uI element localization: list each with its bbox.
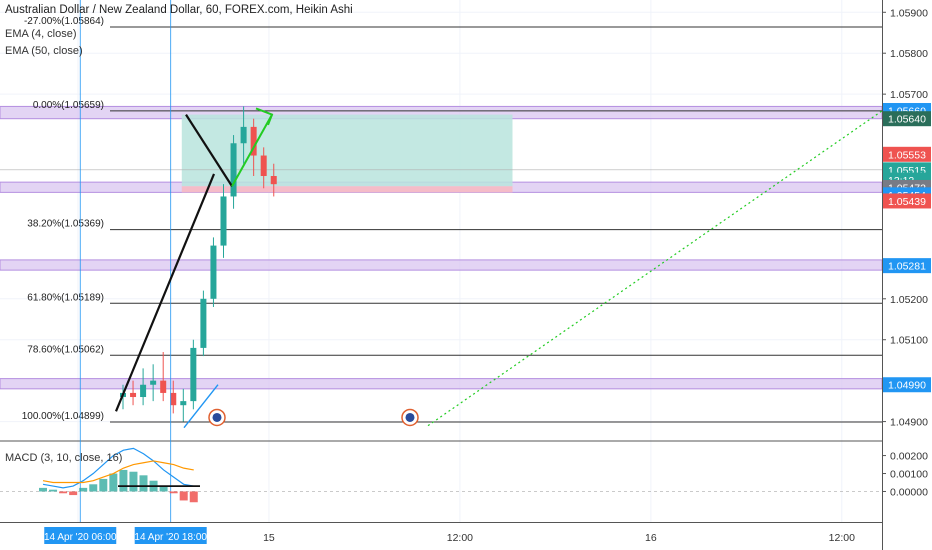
- macd-histogram-bar[interactable]: [119, 469, 128, 492]
- position-profit-area[interactable]: [181, 114, 513, 187]
- candle-body[interactable]: [190, 347, 197, 402]
- time-tick-label: 12:00: [829, 532, 855, 544]
- time-axis-panel[interactable]: [0, 523, 882, 550]
- price-tag[interactable]: [883, 146, 931, 162]
- flag-icon: [212, 412, 222, 422]
- price-tag-label: 1.05553: [888, 149, 926, 161]
- price-tag[interactable]: [883, 377, 931, 393]
- macd-histogram-bar[interactable]: [59, 491, 68, 494]
- price-tick-label: 1.05200: [890, 294, 928, 306]
- macd-histogram-bar[interactable]: [99, 478, 108, 492]
- candle-body[interactable]: [160, 380, 167, 393]
- macd-histogram-bar[interactable]: [79, 487, 88, 492]
- price-tag-label: 1.05281: [888, 261, 926, 273]
- support-resistance-zone[interactable]: [0, 378, 883, 390]
- fib-level-label: 0.00%(1.05659): [33, 100, 104, 111]
- projection-arrow-head[interactable]: [255, 107, 274, 126]
- macd-histogram-bar[interactable]: [189, 491, 198, 503]
- candle-body[interactable]: [130, 392, 137, 398]
- price-axis-panel[interactable]: [882, 0, 932, 550]
- candle-body[interactable]: [170, 392, 177, 406]
- candle-body[interactable]: [250, 126, 257, 156]
- macd-histogram-bar[interactable]: [129, 471, 138, 492]
- macd-histogram-bar[interactable]: [69, 491, 78, 496]
- macd-histogram-bar[interactable]: [159, 486, 168, 492]
- candle-body[interactable]: [150, 380, 157, 385]
- trendline-up[interactable]: [114, 173, 216, 412]
- position-loss-area[interactable]: [181, 186, 513, 193]
- price-tick-label: 1.05100: [890, 335, 928, 347]
- fib-level-label: 78.60%(1.05062): [27, 344, 104, 355]
- symbol-title[interactable]: Australian Dollar / New Zealand Dollar, …: [5, 4, 353, 16]
- macd-histogram-bar[interactable]: [49, 489, 58, 492]
- price-tag-label: 1.04990: [888, 380, 926, 392]
- ema-long-legend[interactable]: EMA (50, close): [5, 45, 83, 57]
- price-tick-label: 1.05900: [890, 7, 928, 19]
- fib-level-label: 38.20%(1.05369): [27, 219, 104, 230]
- candle-body[interactable]: [220, 196, 227, 246]
- trendline-down[interactable]: [185, 114, 233, 187]
- projection-arrow[interactable]: [231, 114, 273, 187]
- crosshair-time-tag[interactable]: [44, 527, 117, 544]
- signal-line[interactable]: [42, 460, 194, 484]
- price-tag-label: 1.05640: [888, 114, 926, 126]
- macd-histogram-bar[interactable]: [109, 473, 118, 492]
- price-tag[interactable]: [883, 111, 931, 127]
- macd-tick-label: 0.00000: [890, 486, 928, 498]
- macd-histogram-bar[interactable]: [89, 484, 98, 492]
- macd-tick-label: 0.00200: [890, 451, 928, 463]
- macd-legend[interactable]: MACD (3, 10, close, 16): [5, 452, 123, 464]
- macd-tick-label: 0.00100: [890, 469, 928, 481]
- fib-level-label: 100.00%(1.04899): [22, 411, 104, 422]
- projection-dotted-line[interactable]: [427, 110, 883, 427]
- price-tag[interactable]: [883, 193, 931, 209]
- support-resistance-zone[interactable]: [0, 259, 883, 271]
- fib-level-label: 61.80%(1.05189): [27, 292, 104, 303]
- macd-histogram-bar[interactable]: [39, 487, 47, 492]
- candle-body[interactable]: [210, 245, 217, 299]
- candle-body[interactable]: [180, 401, 187, 406]
- time-tick-label: 15: [263, 532, 275, 544]
- macd-histogram-bar[interactable]: [139, 475, 148, 492]
- ema-segment: [183, 384, 219, 429]
- price-tick-label: 1.05700: [890, 89, 928, 101]
- price-tick-label: 1.04900: [890, 417, 928, 429]
- crosshair-time-label: 14 Apr '20 06:00: [44, 532, 117, 543]
- crosshair-time-tag[interactable]: [134, 527, 207, 544]
- fib-level-label: -27.00%(1.05864): [24, 16, 104, 27]
- macd-histogram-bar[interactable]: [169, 491, 178, 494]
- macd-line[interactable]: [42, 447, 194, 489]
- candle-body[interactable]: [140, 384, 147, 398]
- flag-icon: [405, 412, 415, 422]
- candle-body[interactable]: [260, 155, 267, 176]
- price-tick-label: 1.05800: [890, 48, 928, 60]
- price-tag-label: 1.05439: [888, 196, 926, 208]
- candle-body[interactable]: [230, 143, 237, 197]
- crosshair-time-label: 14 Apr '20 18:00: [134, 532, 207, 543]
- time-tick-label: 16: [645, 532, 657, 544]
- price-tag[interactable]: [883, 258, 931, 274]
- macd-histogram-bar[interactable]: [179, 491, 188, 501]
- time-tick-label: 12:00: [447, 532, 473, 544]
- candle-body[interactable]: [270, 176, 277, 185]
- candle-body[interactable]: [240, 126, 247, 144]
- ema-short-legend[interactable]: EMA (4, close): [5, 28, 77, 40]
- candle-body[interactable]: [200, 298, 207, 348]
